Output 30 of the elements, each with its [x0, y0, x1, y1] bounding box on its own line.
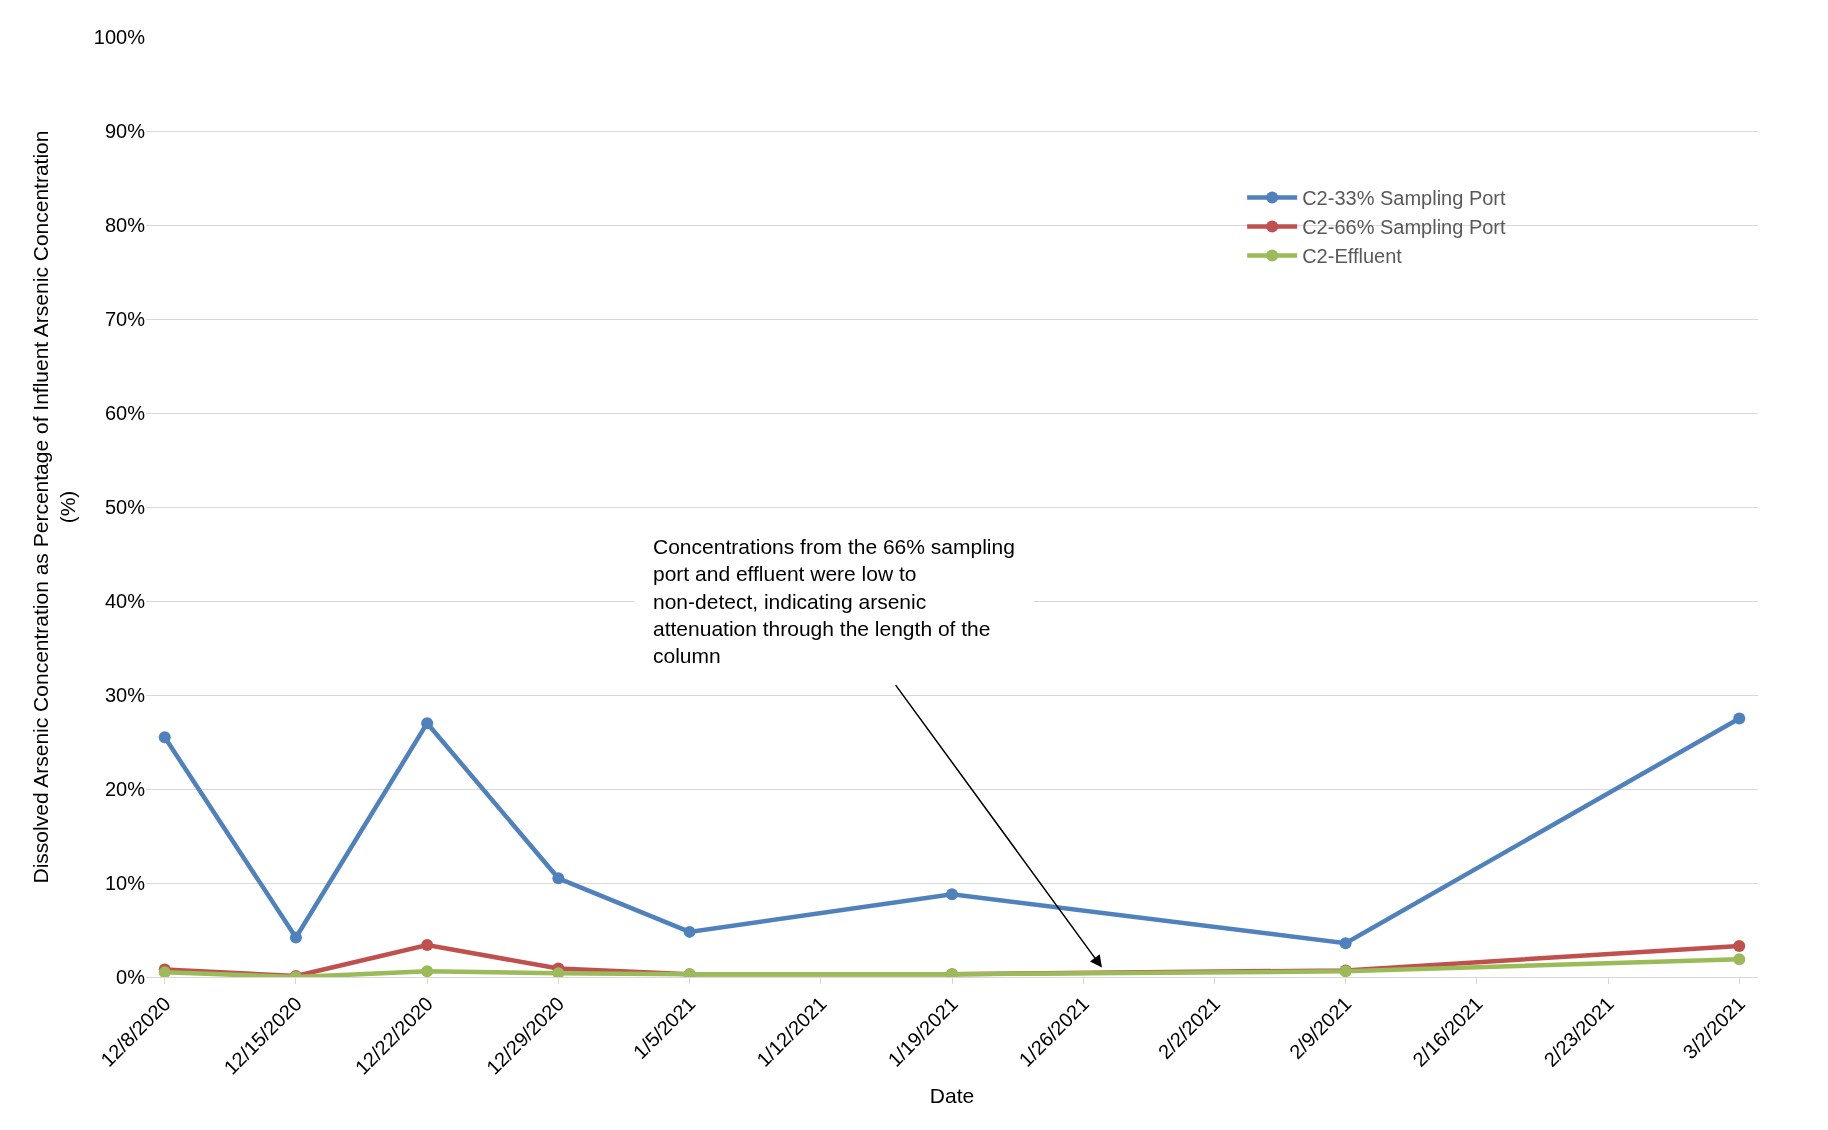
y-tick-label: 0%	[116, 966, 146, 988]
point	[421, 965, 434, 977]
y-tick-label: 10%	[104, 872, 146, 894]
y-tick-label: 60%	[104, 402, 146, 424]
point	[1339, 937, 1352, 950]
point	[683, 925, 696, 938]
point	[1733, 939, 1746, 952]
y-tick-label: 100%	[93, 26, 146, 48]
y-tick-label: 30%	[104, 684, 146, 706]
legend-label: C2-33% Sampling Port	[1302, 187, 1507, 210]
y-tick-label: 90%	[104, 120, 146, 142]
y-tick-label: 50%	[104, 496, 146, 518]
y-axis-title: Dissolved Arsenic Concentration as Percentage of Influent Arsenic Concentration (%)	[28, 130, 79, 884]
x-axis-title: Date	[929, 1083, 975, 1107]
y-tick-label: 40%	[104, 590, 146, 612]
point	[552, 967, 565, 977]
point	[289, 931, 302, 944]
point	[1733, 712, 1746, 725]
legend-label: C2-66% Sampling Port	[1302, 216, 1507, 239]
point	[1733, 953, 1746, 966]
point	[421, 939, 434, 952]
point	[158, 731, 171, 744]
point	[421, 717, 434, 730]
point	[552, 872, 565, 885]
y-tick-label: 80%	[104, 214, 146, 236]
y-tick-label: 20%	[104, 778, 146, 800]
point	[946, 888, 958, 901]
legend-label: C2-Effluent	[1302, 245, 1403, 268]
y-tick-label: 70%	[104, 308, 146, 330]
annotation: Concentrations from the 66% sampling port and effluent were low to non-detect, indicating arsenic attenuation through the length of the column	[653, 535, 1015, 668]
